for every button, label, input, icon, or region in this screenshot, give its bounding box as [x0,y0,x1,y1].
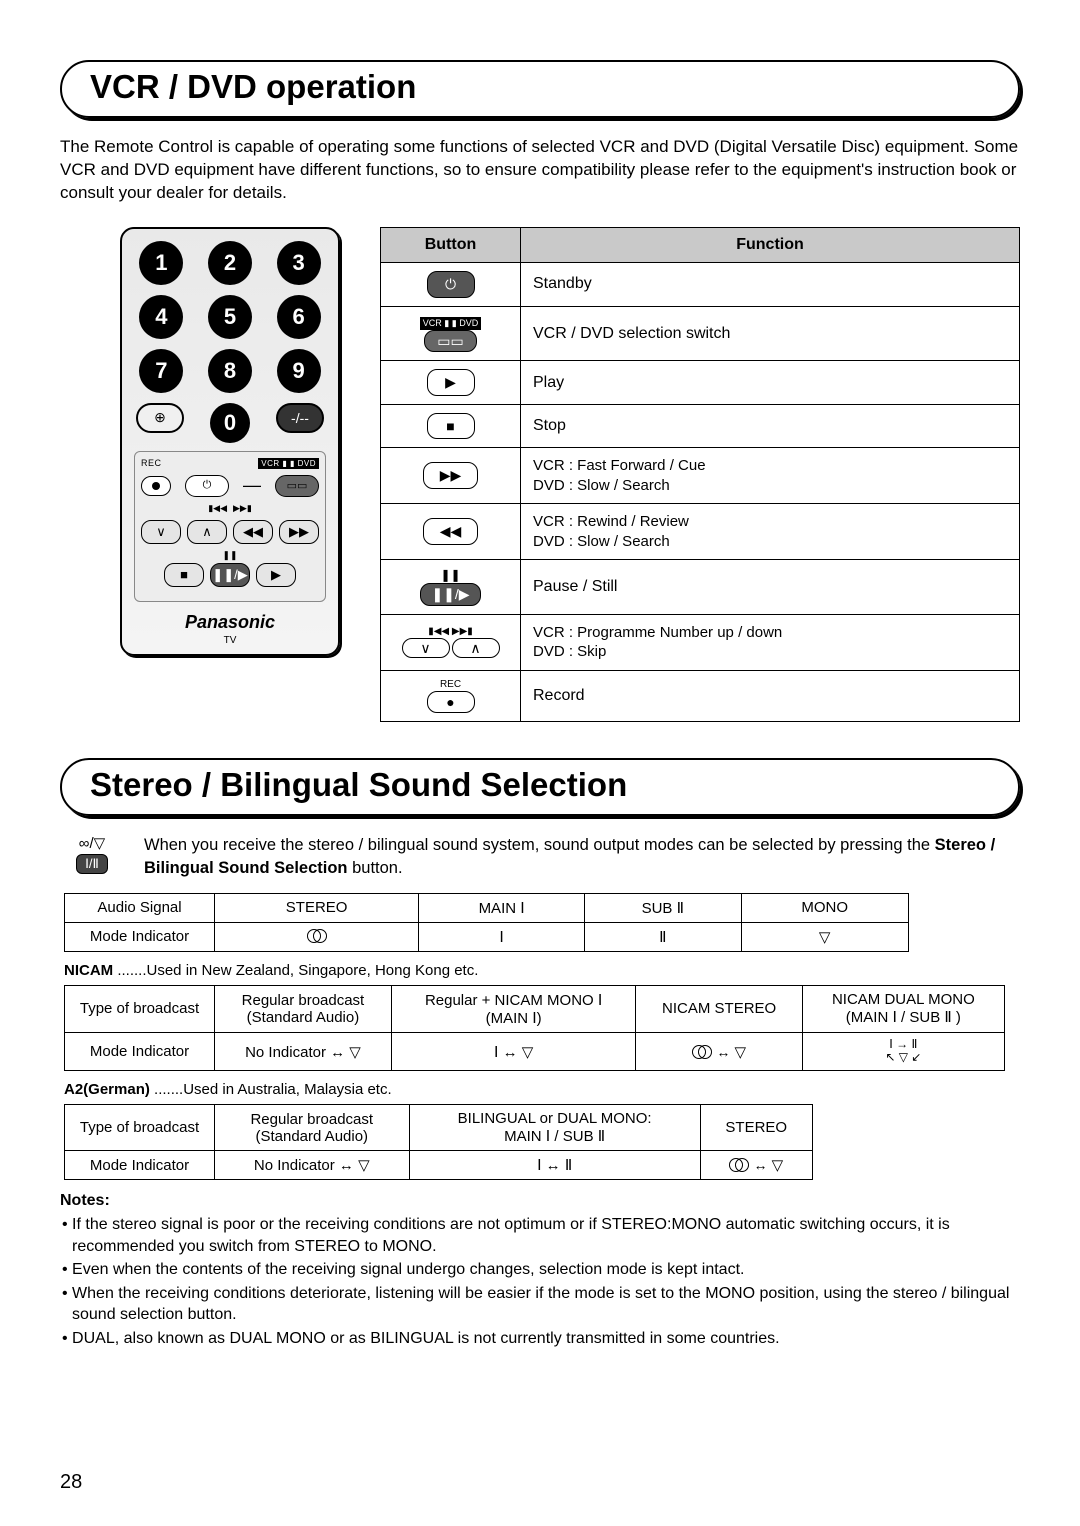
nicam-note: NICAM .......Used in New Zealand, Singap… [64,962,1020,979]
rew-button-icon: ◀◀ [423,518,479,545]
func-ff: VCR : Fast Forward / CueDVD : Slow / Sea… [521,448,1020,504]
rec-label: REC [141,458,162,468]
stereo-intro: ∞/▽ Ⅰ/Ⅱ When you receive the stereo / bi… [60,834,1020,879]
remote-plus-btn: ⊕ [136,403,184,433]
remote-wrap: 1 2 3 4 5 6 7 8 9 ⊕ 0 -/-- REC VCR ▮ ▮ D… [60,227,360,723]
remote-num-3: 3 [277,241,321,285]
stereo-intro-text: When you receive the stereo / bilingual … [144,834,1020,879]
play-button-icon: ▶ [427,369,475,396]
func-prog: VCR : Programme Number up / downDVD : Sk… [521,614,1020,670]
nicam-table: Type of broadcast Regular broadcast(Stan… [64,985,1005,1071]
remote-tv-label: TV [134,635,326,646]
a2-note: A2(German) .......Used in Australia, Mal… [64,1081,1020,1098]
remote-num-1: 1 [139,241,183,285]
remote-dash-btn: -/-- [276,403,324,433]
notes-title: Notes: [60,1192,1020,1210]
remote-num-4: 4 [139,295,183,339]
remote-control-block: REC VCR ▮ ▮ DVD ⏻ — ▭▭ ▮◀◀▶▶▮ ∨ ∧ ◀◀ ▶▶ [134,451,326,602]
func-play: Play [521,361,1020,405]
page-number: 28 [60,1471,82,1494]
ff-button-icon: ▶▶ [423,462,479,489]
vcr-dvd-switch-icon: ▭▭ [275,475,319,497]
func-vcrdvd: VCR / DVD selection switch [521,306,1020,361]
vcr-dvd-label: VCR ▮ ▮ DVD [258,458,319,469]
remote-num-9: 9 [277,349,321,393]
stereo-indicator-icon [215,922,419,951]
notes-block: Notes: • If the stereo signal is poor or… [60,1192,1020,1350]
remote-num-5: 5 [208,295,252,339]
note-item: • When the receiving conditions deterior… [62,1283,1020,1326]
remote-num-2: 2 [208,241,252,285]
rec-button-icon2: REC ● [393,679,508,714]
nicam-cycle-indicator: Ⅰ → Ⅱ↖ ▽ ↙ [802,1032,1004,1070]
play-btn: ▶ [256,563,296,587]
stop-button-icon: ■ [427,413,475,439]
func-rec: Record [521,670,1020,722]
vcr-dvd-button-icon: VCR ▮ ▮ DVD ▭▭ [393,315,508,353]
remote-num-6: 6 [277,295,321,339]
prog-button-icon: ▮◀◀ ▶▶▮ ∨∧ [393,626,508,659]
standby-icon: ⏻ [185,475,229,497]
nicam-stereo-indicator: ↔ ▽ [636,1032,803,1070]
stereo-button-icon: ∞/▽ Ⅰ/Ⅱ [60,834,124,874]
audio-signal-table: Audio Signal STEREO MAIN Ⅰ SUB Ⅱ MONO Mo… [64,893,909,952]
stop-btn: ■ [164,563,204,587]
remote-brand: Panasonic [134,612,326,633]
remote-numpad: 1 2 3 4 5 6 7 8 9 [134,241,326,393]
rec-button-icon [141,476,171,496]
remote-num-0: 0 [210,403,250,443]
remote-row4: ⊕ 0 -/-- [134,403,326,443]
func-pause: Pause / Still [521,560,1020,614]
a2-stereo-indicator: ↔ ▽ [700,1151,812,1180]
note-item: • Even when the contents of the receivin… [62,1259,1020,1281]
up-btn: ∧ [187,520,227,544]
note-item: • If the stereo signal is poor or the re… [62,1214,1020,1257]
section1-title-box: VCR / DVD operation [60,60,1020,118]
ff-btn: ▶▶ [279,520,319,544]
upper-layout: 1 2 3 4 5 6 7 8 9 ⊕ 0 -/-- REC VCR ▮ ▮ D… [60,227,1020,723]
standby-button-icon: ⏻ [427,271,475,298]
remote-num-7: 7 [139,349,183,393]
down-btn: ∨ [141,520,181,544]
function-table: Button Function ⏻ Standby VCR ▮ ▮ DVD ▭▭… [380,227,1020,723]
func-stop: Stop [521,405,1020,448]
section1-intro: The Remote Control is capable of operati… [60,136,1020,205]
func-standby: Standby [521,262,1020,306]
pause-button-icon: ❚❚ ❚❚/▶ [393,568,508,605]
a2-table: Type of broadcast Regular broadcast(Stan… [64,1104,813,1180]
rew-btn: ◀◀ [233,520,273,544]
note-item: • DUAL, also known as DUAL MONO or as BI… [62,1328,1020,1350]
remote-num-8: 8 [208,349,252,393]
pause-btn: ❚❚/▶ [210,563,250,587]
func-header-function: Function [521,227,1020,262]
section1-title: VCR / DVD operation [90,68,990,106]
func-rew: VCR : Rewind / ReviewDVD : Slow / Search [521,504,1020,560]
func-header-button: Button [381,227,521,262]
section2-title: Stereo / Bilingual Sound Selection [90,766,990,804]
remote-control: 1 2 3 4 5 6 7 8 9 ⊕ 0 -/-- REC VCR ▮ ▮ D… [120,227,340,656]
section2-title-box: Stereo / Bilingual Sound Selection [60,758,1020,816]
